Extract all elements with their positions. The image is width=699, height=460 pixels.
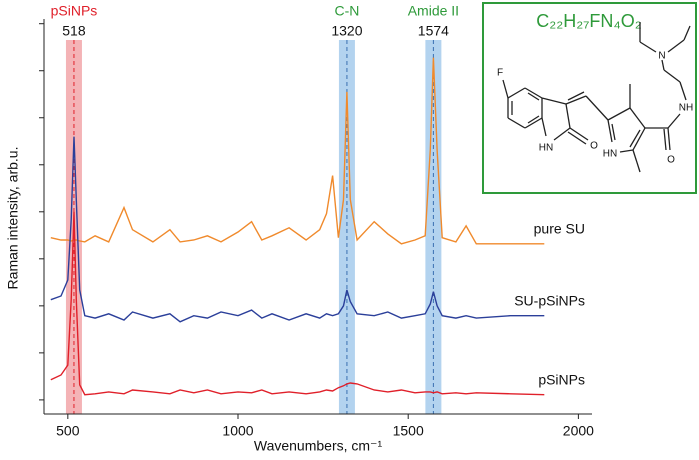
series-line (50, 57, 545, 245)
atom-label: O (667, 155, 675, 166)
annotation-value: 518 (62, 23, 86, 39)
series-label: pSiNPs (538, 371, 585, 387)
x-tick-label: 500 (56, 423, 80, 439)
series-line (50, 136, 545, 323)
series-label: SU-pSiNPs (514, 292, 585, 308)
annotation-label: pSiNPs (51, 3, 98, 19)
atom-label: N (658, 51, 665, 62)
atom-label: HN (539, 143, 553, 154)
highlight-band (425, 40, 442, 414)
atom-label: F (497, 68, 503, 79)
annotation-label: Amide II (408, 3, 459, 19)
atom-label: NH (679, 103, 693, 114)
series-line (50, 211, 545, 396)
x-tick-label: 1000 (222, 423, 253, 439)
annotation-value: 1320 (331, 23, 362, 39)
x-tick-label: 1500 (393, 423, 424, 439)
series-label: pure SU (534, 220, 585, 236)
x-axis-label: Wavenumbers, cm⁻¹ (254, 438, 383, 454)
inset-box (482, 2, 697, 194)
annotation-value: 1574 (418, 23, 449, 39)
atom-label: O (590, 141, 598, 152)
molecule (502, 22, 691, 173)
formula: C₂₂H₂₇FN₄O₂ (536, 11, 641, 31)
plot: pSiNPs 518 C-N 1320 Amide II 1574 500 1000 1500 2… (39, 3, 594, 439)
annotation-label: C-N (334, 3, 359, 19)
y-axis-label: Raman intensity, arb.u. (5, 147, 21, 290)
x-tick-label: 2000 (563, 423, 594, 439)
atom-label: HN (603, 149, 617, 160)
highlight-band (338, 40, 355, 414)
